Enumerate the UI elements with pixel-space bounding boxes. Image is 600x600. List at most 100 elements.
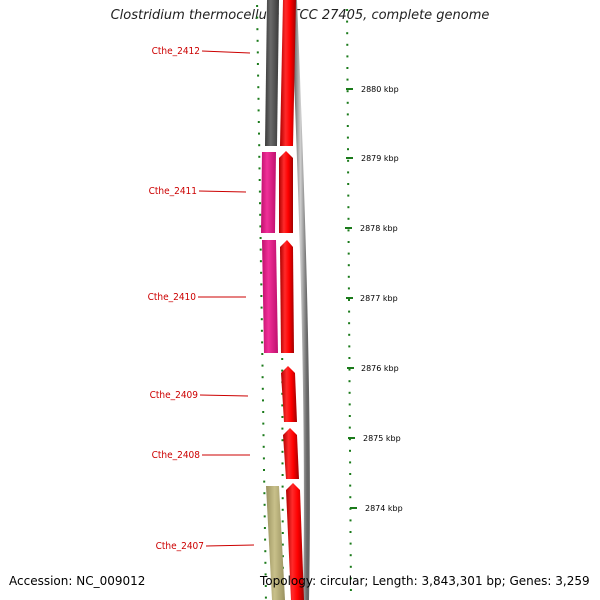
- track-dot: [257, 121, 260, 123]
- track-dot: [261, 364, 264, 367]
- track-dot: [281, 474, 284, 476]
- track-dot: [347, 148, 349, 151]
- gene-label-cthe-2410[interactable]: Cthe_2410: [148, 292, 197, 303]
- gene-labels: Cthe_2412 Cthe_2411 Cthe_2410 Cthe_2409 …: [148, 46, 255, 552]
- track-dot: [281, 439, 284, 442]
- track-dot: [281, 520, 284, 523]
- gene-label-cthe-2411[interactable]: Cthe_2411: [149, 186, 197, 197]
- track-dot: [281, 404, 284, 407]
- gene-label-cthe-2409[interactable]: Cthe_2409: [150, 390, 199, 401]
- track-dot: [346, 136, 349, 139]
- gene-label-cthe-2407[interactable]: Cthe_2407: [156, 541, 204, 552]
- gene-bar-cthe-2412[interactable]: [265, 0, 279, 146]
- track-dot: [349, 449, 351, 452]
- gene-bar-cthe-2410[interactable]: [262, 240, 278, 353]
- track-dot: [259, 213, 262, 216]
- leader-line-cthe-2411: [198, 190, 247, 193]
- leader-line-cthe-2407: [205, 544, 255, 547]
- track-dot: [258, 155, 261, 158]
- track-dot: [256, 51, 259, 54]
- track-dot: [348, 391, 351, 394]
- track-dot: [281, 508, 284, 511]
- track-dot: [349, 589, 352, 591]
- track-dot: [348, 438, 351, 441]
- topology-text: Topology: circular; Length: 3,843,301 bp…: [260, 574, 590, 588]
- track-dot: [281, 555, 284, 558]
- track-dot: [264, 596, 267, 599]
- track-dot: [347, 217, 350, 220]
- track-dot: [262, 422, 265, 425]
- track-dot: [258, 190, 261, 193]
- track-dot: [346, 43, 349, 46]
- track-dot: [281, 543, 284, 546]
- track-dot: [349, 565, 352, 568]
- track-dot: [261, 387, 264, 390]
- track-dot: [262, 457, 265, 460]
- track-dot: [346, 9, 349, 11]
- track-dot: [281, 369, 284, 372]
- gene-label-cthe-2412[interactable]: Cthe_2412: [152, 46, 200, 57]
- track-dot: [262, 411, 265, 413]
- track-dot: [347, 229, 350, 232]
- track-dot: [281, 427, 284, 430]
- track-dot: [260, 329, 263, 332]
- scale-tick-2876: [347, 367, 354, 369]
- track-dot: [260, 295, 263, 297]
- track-dot: [349, 484, 352, 487]
- track-dot: [259, 202, 261, 205]
- track-dot: [348, 415, 351, 417]
- gene-arrow-cthe-2408[interactable]: [283, 428, 299, 479]
- track-dot: [261, 353, 264, 355]
- scale-tick-2875: [348, 437, 355, 439]
- backbone-strand: [291, 0, 310, 600]
- track-dot: [349, 577, 352, 580]
- track-dot: [349, 496, 352, 499]
- track-dot: [346, 67, 349, 69]
- track-dot: [258, 132, 260, 135]
- track-dot: [346, 55, 349, 58]
- kbp-scale: 2880 kbp 2879 kbp 2878 kbp 2877 kbp 2876…: [345, 85, 403, 513]
- scale-tick-2877: [346, 297, 353, 299]
- track-dot: [262, 434, 265, 437]
- gene-label-cthe-2408[interactable]: Cthe_2408: [152, 450, 201, 461]
- track-dot: [263, 527, 266, 529]
- track-dot: [256, 28, 259, 31]
- track-dot: [348, 345, 351, 348]
- track-dot: [264, 585, 267, 587]
- map-title: Clostridium thermocellum ATCC 27405, com…: [110, 8, 490, 23]
- gene-arrow-cthe-2411[interactable]: [279, 151, 293, 233]
- track-dot: [257, 86, 260, 89]
- track-dot: [347, 252, 350, 255]
- track-dot: [347, 194, 350, 197]
- track-dot: [347, 206, 350, 209]
- track-dot: [263, 503, 266, 506]
- track-dot: [281, 485, 284, 488]
- track-dot: [281, 416, 284, 418]
- track-dot: [349, 519, 352, 522]
- track-dot: [264, 561, 267, 564]
- track-dot: [256, 39, 259, 42]
- track-dot: [260, 271, 263, 274]
- scale-tick-2879: [346, 157, 353, 159]
- leader-line-cthe-2412: [201, 50, 251, 54]
- gene-arrow-cthe-2412[interactable]: [280, 0, 296, 146]
- track-dot: [261, 376, 264, 379]
- gene-arrow-cthe-2407[interactable]: [286, 483, 304, 600]
- track-dot: [261, 341, 264, 344]
- gene-bar-cthe-2411[interactable]: [261, 152, 276, 233]
- track-dot: [257, 97, 260, 100]
- track-dot: [348, 299, 350, 301]
- gene-arrow-cthe-2409[interactable]: [281, 366, 297, 422]
- track-dot: [347, 171, 350, 174]
- track-dot: [348, 380, 351, 383]
- gene-bar-cthe-2407[interactable]: [266, 486, 285, 600]
- track-dot: [262, 445, 265, 448]
- track-dot: [263, 480, 266, 483]
- cog-bars: [261, 0, 285, 600]
- track-dot: [347, 287, 350, 290]
- gene-arrow-cthe-2410[interactable]: [280, 240, 294, 353]
- track-dot: [260, 283, 263, 286]
- scale-tick-2874: [350, 507, 357, 509]
- track-dot: [349, 461, 352, 464]
